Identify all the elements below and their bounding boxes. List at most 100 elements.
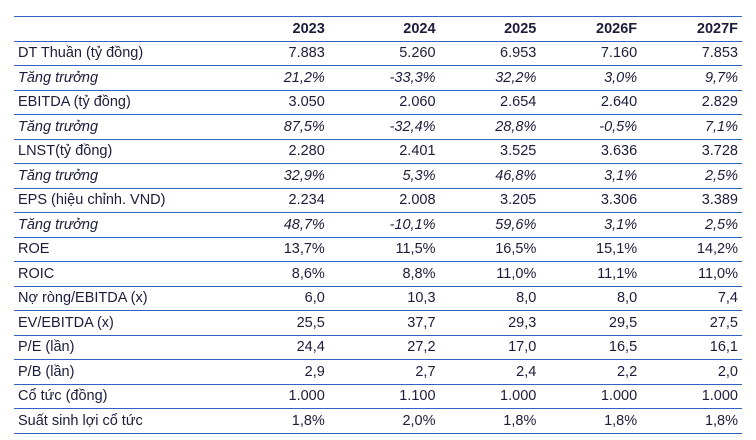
cell-value: 2.654 bbox=[439, 90, 541, 115]
table-row: DT Thuần (tỷ đồng) 7.883 5.260 6.953 7.160 7.… bbox=[14, 41, 742, 66]
cell-value: 3.636 bbox=[540, 139, 642, 164]
cell-value: 3,0% bbox=[540, 65, 642, 91]
cell-value: 3.525 bbox=[439, 139, 541, 164]
cell-value: 3.205 bbox=[439, 188, 541, 213]
cell-value: 25,5 bbox=[228, 310, 329, 336]
cell-value: 87,5% bbox=[228, 114, 329, 140]
table-row: Tăng trưởng 48,7% -10,1% 59,6% 3,1% 2,5% bbox=[14, 212, 742, 238]
cell-value: -33,3% bbox=[328, 65, 440, 91]
cell-value: 16,5 bbox=[540, 335, 642, 360]
cell-value: 14,2% bbox=[641, 237, 742, 262]
table-row: Nợ ròng/EBITDA (x) 6,0 10,3 8,0 8,0 7,4 bbox=[14, 286, 742, 311]
cell-value: 3.389 bbox=[641, 188, 742, 213]
table-row: P/E (lần) 24,4 27,2 17,0 16,5 16,1 bbox=[14, 335, 742, 360]
cell-value: 2,0 bbox=[641, 359, 742, 385]
cell-value: 10,3 bbox=[328, 286, 440, 311]
cell-value: 2,2 bbox=[540, 359, 642, 385]
cell-value: 5,3% bbox=[328, 163, 440, 189]
cell-value: -32,4% bbox=[328, 114, 440, 140]
cell-value: 13,7% bbox=[228, 237, 329, 262]
cell-value: 2,5% bbox=[641, 212, 742, 238]
cell-value: 32,2% bbox=[439, 65, 541, 91]
cell-value: 3.728 bbox=[641, 139, 742, 164]
cell-value: 1.000 bbox=[641, 384, 742, 409]
cell-value: 21,2% bbox=[228, 65, 329, 91]
cell-value: 2.640 bbox=[540, 90, 642, 115]
cell-value: 11,0% bbox=[439, 261, 541, 287]
cell-value: 2.060 bbox=[328, 90, 440, 115]
cell-value: 8,0 bbox=[540, 286, 642, 311]
table-row: LNST(tỷ đồng) 2.280 2.401 3.525 3.636 3.728 bbox=[14, 139, 742, 164]
cell-value: 3,1% bbox=[540, 163, 642, 189]
table-row: EV/EBITDA (x) 25,5 37,7 29,3 29,5 27,5 bbox=[14, 310, 742, 336]
cell-value: 48,7% bbox=[228, 212, 329, 238]
row-label: Tăng trưởng bbox=[14, 163, 228, 189]
cell-value: 7.883 bbox=[228, 41, 329, 66]
cell-value: 16,5% bbox=[439, 237, 541, 262]
row-label: P/E (lần) bbox=[14, 335, 228, 360]
row-label: ROIC bbox=[14, 261, 228, 287]
table-row: Tăng trưởng 21,2% -33,3% 32,2% 3,0% 9,7% bbox=[14, 65, 742, 91]
table-row: Tăng trưởng 87,5% -32,4% 28,8% -0,5% 7,1% bbox=[14, 114, 742, 140]
table-wrap: 2023 2024 2025 2026F 2027F DT Thuần (tỷ đồng… bbox=[14, 16, 742, 434]
cell-value: 1.100 bbox=[328, 384, 440, 409]
cell-value: 1,8% bbox=[228, 408, 329, 434]
cell-value: 3.306 bbox=[540, 188, 642, 213]
row-label: DT Thuần (tỷ đồng) bbox=[14, 41, 228, 66]
row-label: Tăng trưởng bbox=[14, 114, 228, 140]
row-label: ROE bbox=[14, 237, 228, 262]
cell-value: 1,8% bbox=[641, 408, 742, 434]
table-row: P/B (lần) 2,9 2,7 2,4 2,2 2,0 bbox=[14, 359, 742, 385]
cell-value: 29,5 bbox=[540, 310, 642, 336]
table-row: ROIC 8,6% 8,8% 11,0% 11,1% 11,0% bbox=[14, 261, 742, 287]
cell-value: 8,8% bbox=[328, 261, 440, 287]
cell-value: 7,4 bbox=[641, 286, 742, 311]
cell-value: 3,1% bbox=[540, 212, 642, 238]
cell-value: -10,1% bbox=[328, 212, 440, 238]
cell-value: 29,3 bbox=[439, 310, 541, 336]
cell-value: 46,8% bbox=[439, 163, 541, 189]
row-label: P/B (lần) bbox=[14, 359, 228, 385]
cell-value: 2,0% bbox=[328, 408, 440, 434]
row-label: EV/EBITDA (x) bbox=[14, 310, 228, 336]
cell-value: 15,1% bbox=[540, 237, 642, 262]
table-row: EBITDA (tỷ đồng) 3.050 2.060 2.654 2.640 2.82… bbox=[14, 90, 742, 115]
cell-value: 5.260 bbox=[328, 41, 440, 66]
column-header: 2023 bbox=[228, 16, 329, 42]
cell-value: 2,9 bbox=[228, 359, 329, 385]
cell-value: 1.000 bbox=[439, 384, 541, 409]
cell-value: 8,6% bbox=[228, 261, 329, 287]
cell-value: 32,9% bbox=[228, 163, 329, 189]
cell-value: 9,7% bbox=[641, 65, 742, 91]
cell-value: 11,1% bbox=[540, 261, 642, 287]
cell-value: 6,0 bbox=[228, 286, 329, 311]
table-row: EPS (hiệu chỉnh. VND) 2.234 2.008 3.205 3.30… bbox=[14, 188, 742, 213]
row-label: EBITDA (tỷ đồng) bbox=[14, 90, 228, 115]
cell-value: 8,0 bbox=[439, 286, 541, 311]
row-label: Cổ tức (đồng) bbox=[14, 384, 228, 409]
table-row: Cổ tức (đồng) 1.000 1.100 1.000 1.000 1.000 bbox=[14, 384, 742, 409]
cell-value: 7,1% bbox=[641, 114, 742, 140]
row-label: Tăng trưởng bbox=[14, 212, 228, 238]
header-row: 2023 2024 2025 2026F 2027F bbox=[14, 16, 742, 42]
cell-value: 24,4 bbox=[228, 335, 329, 360]
cell-value: 28,8% bbox=[439, 114, 541, 140]
cell-value: 2.401 bbox=[328, 139, 440, 164]
cell-value: -0,5% bbox=[540, 114, 642, 140]
cell-value: 2.280 bbox=[228, 139, 329, 164]
cell-value: 2.234 bbox=[228, 188, 329, 213]
cell-value: 2,7 bbox=[328, 359, 440, 385]
cell-value: 11,5% bbox=[328, 237, 440, 262]
table-row: Suất sinh lợi cổ tức 1,8% 2,0% 1,8% 1,8% 1,8% bbox=[14, 408, 742, 434]
cell-value: 2,4 bbox=[439, 359, 541, 385]
cell-value: 6.953 bbox=[439, 41, 541, 66]
cell-value: 7.853 bbox=[641, 41, 742, 66]
table-row: Tăng trưởng 32,9% 5,3% 46,8% 3,1% 2,5% bbox=[14, 163, 742, 189]
cell-value: 1.000 bbox=[540, 384, 642, 409]
cell-value: 1.000 bbox=[228, 384, 329, 409]
column-header: 2027F bbox=[641, 16, 742, 42]
cell-value: 3.050 bbox=[228, 90, 329, 115]
row-label: LNST(tỷ đồng) bbox=[14, 139, 228, 164]
row-label: Nợ ròng/EBITDA (x) bbox=[14, 286, 228, 311]
